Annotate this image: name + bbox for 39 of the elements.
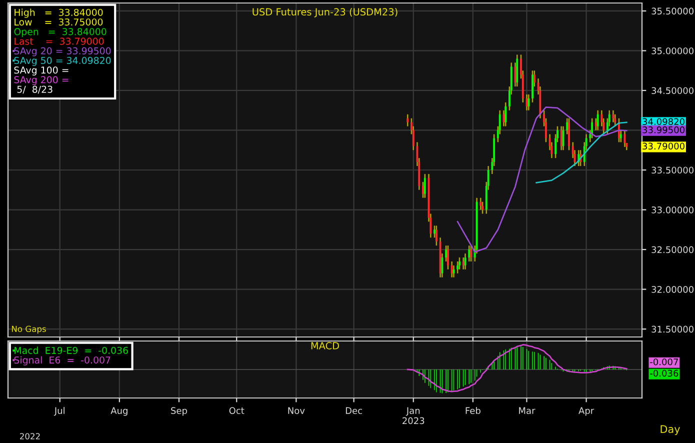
annotation: SAvg 200 = (14, 76, 68, 86)
y-tick-label: 34.50000 (652, 87, 694, 94)
annotation: 5/ 8/23 (17, 86, 52, 94)
text: -0.036 (650, 370, 678, 377)
annotation: Low = 33.75000 (14, 18, 103, 26)
text: Day (660, 425, 680, 436)
text: -0.007 (650, 358, 678, 366)
annotation: High = 33.84000 (14, 8, 103, 18)
x-tick-label: Jan 2023 (402, 407, 424, 424)
annotation: No Gaps (12, 326, 46, 334)
legend-label: Macd E19-E9 = -0.036 (14, 346, 128, 354)
x-tick-label: Mar (519, 407, 536, 414)
x-tick-label: Dec (346, 407, 362, 414)
y-tick-label: 35.50000 (652, 8, 694, 15)
x-tick-label: Apr (578, 407, 594, 416)
y-tick-label: 32.00000 (652, 286, 694, 293)
y-tick-label: 32.50000 (652, 246, 694, 254)
chart-title: USD Futures Jun-23 (USDM23) (252, 8, 398, 18)
x-tick-label: Oct (229, 407, 244, 414)
text: 2022 (20, 433, 40, 440)
x-tick-label: Jul (54, 407, 64, 416)
y-tick-label: 33.00000 (652, 206, 694, 214)
annotation: SAvg 100 = (14, 66, 68, 76)
legend-label: Signal E6 = -0.007 (14, 356, 110, 366)
y-tick-label: 31.50000 (652, 326, 694, 333)
annotation: 34.09820 (642, 118, 684, 126)
legend-label: SAvg 20 = 33.99500 (14, 47, 111, 56)
y-tick-label: 33.50000 (652, 166, 694, 174)
x-tick-label: Aug (110, 407, 128, 416)
annotation: 33.79000 (642, 142, 684, 150)
annotation: Last = 33.79000 (14, 38, 104, 45)
y-tick-label: 35.00000 (652, 47, 694, 54)
x-tick-label: Feb (466, 407, 480, 414)
x-tick-label: Sep (171, 407, 187, 416)
annotation: Open = 33.84000 (14, 28, 106, 38)
annotation: 33.99500 (642, 126, 684, 134)
chart-title: MACD (311, 342, 339, 350)
legend-label: SAvg 50 = 34.09820 (14, 56, 111, 66)
x-tick-label: Nov (288, 407, 305, 414)
